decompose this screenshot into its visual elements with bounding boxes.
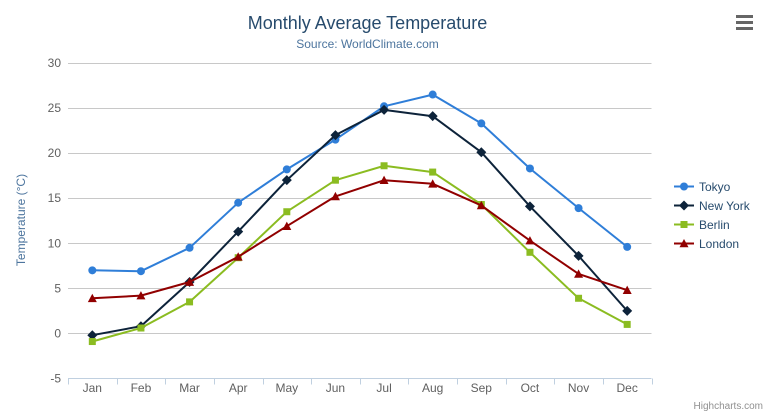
x-axis-label: May [275,381,298,395]
y-axis-tick-label: 30 [48,56,62,70]
data-point-marker [185,277,195,286]
data-point-marker [137,324,145,332]
legend: Tokyo New York Berlin London [674,177,750,253]
legend-item-london[interactable]: London [674,234,750,253]
data-point-marker [574,269,584,278]
data-point-marker [234,198,243,207]
x-axis-label: Apr [229,381,248,395]
data-point-marker [88,338,96,346]
data-point-marker [573,250,584,261]
data-point-marker [233,226,244,237]
chart-subtitle: Source: WorldClimate.com [296,37,439,51]
data-point-marker [282,165,291,174]
x-axis-label: Dec [617,381,638,395]
data-point-marker [331,176,339,184]
data-point-marker [622,305,633,316]
y-axis-tick-label: 5 [54,281,61,295]
y-axis-tick-label: 0 [54,326,61,340]
x-axis-label: Feb [131,381,152,395]
data-point-marker [574,204,583,213]
diamond-series-marker-icon [674,200,694,211]
series-line-tokyo [91,93,629,273]
data-point-marker [525,236,535,245]
x-axis-label: Jun [326,381,345,395]
chart-title: Monthly Average Temperature [247,13,488,33]
data-point-marker [380,162,388,170]
data-point-marker [427,111,438,122]
data-point-marker [136,267,145,276]
data-point-marker [283,208,291,216]
legend-item-berlin[interactable]: Berlin [674,215,750,234]
data-point-marker [622,285,632,294]
data-point-marker [136,291,146,300]
export-menu-button[interactable] [733,12,757,34]
data-point-marker [476,200,486,210]
data-point-marker [330,191,340,201]
legend-label: Tokyo [699,179,731,194]
data-point-marker [477,119,486,128]
data-point-marker [186,298,194,306]
x-axis-label: Nov [568,381,589,395]
data-point-marker [575,294,583,302]
credits-link[interactable]: Highcharts.com [693,401,763,412]
data-point-marker [330,130,341,141]
data-point-marker [87,330,98,341]
data-point-marker [524,201,535,212]
y-axis-tick-label: 10 [48,236,62,250]
legend-item-new-york[interactable]: New York [674,196,750,215]
legend-label: New York [699,198,750,213]
hamburger-icon [736,15,754,30]
x-axis-label: Jul [376,381,391,395]
series-line-london [91,179,629,300]
data-point-marker [623,242,632,251]
data-point-marker [233,252,243,261]
square-series-marker-icon [674,221,694,228]
data-point-marker [379,175,389,184]
series-line-berlin [91,164,629,343]
data-point-marker [428,179,438,188]
y-axis-title: Temperature (°C) [14,174,28,266]
data-point-marker [379,104,390,115]
y-axis-tick-label: -5 [50,372,61,386]
x-axis-label: Sep [471,381,493,395]
data-point-marker [525,164,534,173]
triangle-series-marker-icon [674,239,694,248]
x-axis-label: Jan [83,381,102,395]
data-point-marker [281,175,292,186]
data-point-marker [428,90,437,99]
y-axis-tick-label: 25 [48,101,62,115]
series-line-new-york [91,108,629,337]
x-axis-label: Oct [521,381,540,395]
data-point-marker [88,266,97,275]
legend-label: London [699,236,740,251]
y-axis-tick-label: 20 [48,146,62,160]
data-point-marker [87,293,97,303]
legend-item-tokyo[interactable]: Tokyo [674,177,750,196]
data-point-marker [623,320,631,328]
legend-label: Berlin [699,217,730,232]
circle-series-marker-icon [674,182,694,191]
data-point-marker [429,168,437,176]
x-axis-label: Mar [179,381,200,395]
data-point-marker [526,248,534,256]
x-axis-label: Aug [422,381,443,395]
data-point-marker [282,221,292,230]
y-axis-tick-label: 15 [48,191,62,205]
data-point-marker [476,147,487,158]
data-point-marker [185,243,194,252]
